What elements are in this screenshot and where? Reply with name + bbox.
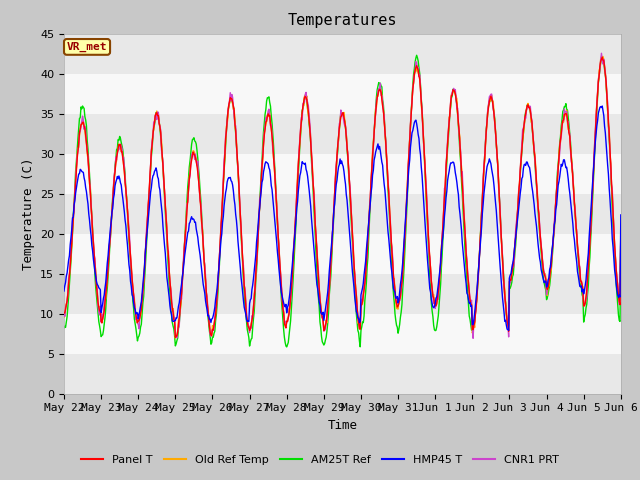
Y-axis label: Temperature (C): Temperature (C): [22, 157, 35, 270]
Bar: [64, 274, 621, 313]
Bar: [64, 154, 621, 193]
Bar: [64, 193, 621, 234]
Legend: Panel T, Old Ref Temp, AM25T Ref, HMP45 T, CNR1 PRT: Panel T, Old Ref Temp, AM25T Ref, HMP45 …: [77, 451, 563, 469]
X-axis label: Time: Time: [328, 419, 357, 432]
Bar: [64, 313, 621, 354]
Bar: [64, 234, 621, 274]
Bar: [64, 73, 621, 114]
Bar: [64, 354, 621, 394]
Bar: [64, 34, 621, 73]
Text: VR_met: VR_met: [67, 42, 108, 52]
Title: Temperatures: Temperatures: [287, 13, 397, 28]
Bar: [64, 114, 621, 154]
